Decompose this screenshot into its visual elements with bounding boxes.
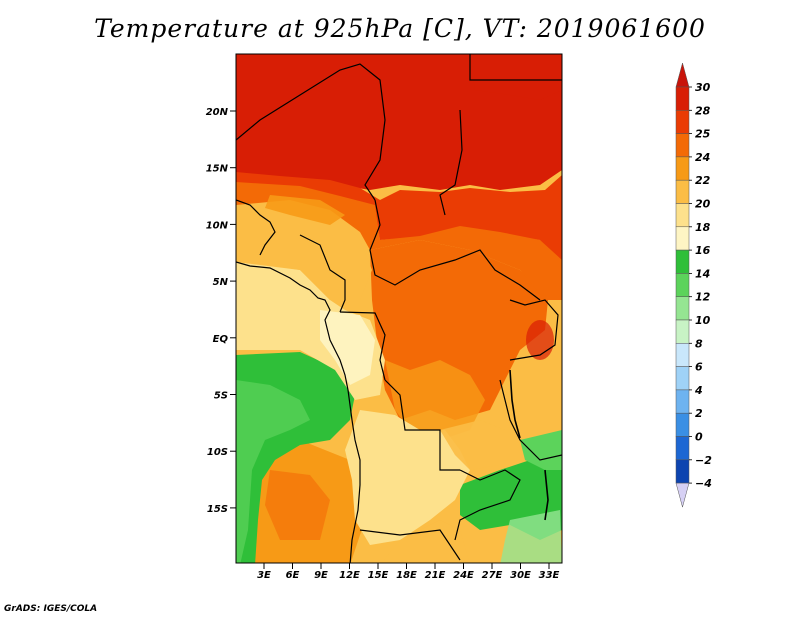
shade-ocean-14 (236, 380, 310, 563)
lat-tick-label: 5S (214, 391, 228, 402)
colorbar-swatch (675, 110, 690, 134)
colorbar-swatch (675, 273, 690, 297)
shade-zambia-22 (381, 520, 470, 563)
shade-band-25 (236, 180, 562, 300)
colorbar-swatch (675, 343, 690, 367)
shade-ne-30 (470, 54, 562, 100)
colorbar-label: 2 (695, 407, 703, 420)
colorbar-swatch (675, 249, 690, 274)
shade-lake-spot (526, 320, 554, 360)
plot-title: Temperature at 925hPa [C], VT: 201906160… (94, 14, 706, 43)
lat-tick-label: 5N (213, 277, 229, 288)
lon-tick-label: 33E (539, 570, 560, 581)
colorbar-swatch (675, 412, 690, 437)
shade-gabon-18 (320, 310, 375, 385)
border-drc-west (384, 379, 460, 471)
coastline (236, 261, 361, 563)
lat-tick-label: 15S (207, 504, 228, 515)
colorbar-bottom-cap (675, 482, 690, 509)
colorbar-swatch (675, 179, 690, 204)
colorbar-label: 0 (695, 431, 703, 444)
colorbar-label: 8 (695, 337, 703, 350)
lon-tick-label: 9E (314, 570, 328, 581)
lat-tick-label: 10S (207, 447, 228, 458)
colorbar-swatch (675, 366, 690, 391)
border-sahel (236, 63, 386, 201)
border-uganda (509, 299, 559, 361)
longitude-axis: 3E 6E 9E 12E 15E 18E 21E 24E 27E 30E 33E (257, 563, 560, 581)
border-car (369, 199, 541, 301)
grads-credit: GrADS: IGES/COLA (4, 604, 98, 614)
borders (236, 54, 562, 563)
lon-tick-label: 18E (396, 570, 417, 581)
latitude-axis: 20N 15N 10N 5N EQ 5S 10S 15S (206, 107, 236, 515)
colorbar-label: 18 (695, 221, 711, 234)
colorbar-swatch (675, 203, 690, 228)
lon-tick-label: 12E (339, 570, 360, 581)
border-angola-south (359, 529, 461, 561)
shade-sw-25 (265, 470, 330, 540)
lat-tick-label: 10N (206, 220, 229, 231)
shade-basin-24 (385, 360, 485, 440)
colorbar-label: 6 (695, 361, 703, 374)
border-lake-tanganyika (509, 369, 521, 439)
colorbar-swatch (675, 459, 690, 484)
colorbar-top-cap (675, 62, 690, 88)
colorbar-swatch (675, 156, 690, 181)
colorbar-label: 14 (695, 267, 710, 280)
border-lake-malawi (544, 469, 549, 521)
colorbar-label: 16 (695, 244, 711, 257)
border-zambia (454, 469, 521, 541)
map-frame (235, 53, 563, 564)
shade-angola-22 (440, 420, 520, 470)
border-cameroon (299, 234, 346, 313)
colorbar-swatch (675, 133, 690, 158)
lat-tick-label: EQ (213, 334, 229, 345)
lon-tick-label: 27E (482, 570, 503, 581)
colorbar-label: 28 (695, 104, 711, 117)
colorbar-swatch (675, 296, 690, 321)
border-tanzania (499, 379, 562, 461)
shade-band-24 (265, 195, 345, 225)
colorbar-label: 12 (695, 291, 711, 304)
colorbar-label: 24 (695, 151, 710, 164)
border-ne-sudan (469, 54, 562, 81)
colorbar-swatch (675, 436, 690, 461)
lon-tick-label: 21E (425, 570, 446, 581)
shade-north-28 (236, 172, 562, 260)
colorbar-label: 10 (695, 314, 711, 327)
colorbar-label: 22 (695, 174, 711, 187)
lon-tick-label: 24E (453, 570, 474, 581)
shade-east-14 (520, 430, 562, 470)
colorbar-swatch (675, 226, 690, 251)
shade-east-12 (500, 510, 562, 563)
lon-tick-label: 15E (368, 570, 389, 581)
border-nw (236, 199, 276, 256)
lon-tick-label: 30E (510, 570, 531, 581)
temperature-field (236, 54, 562, 563)
lat-tick-label: 20N (206, 107, 229, 118)
colorbar-label: 30 (695, 81, 711, 94)
colorbar-label: 25 (695, 128, 711, 141)
lon-tick-label: 3E (257, 570, 271, 581)
border-chad-sudan (439, 109, 463, 216)
colorbar-label: −2 (695, 454, 712, 467)
colorbar-label: −4 (695, 477, 712, 490)
lat-tick-label: 15N (206, 164, 229, 175)
colorbar-swatch (675, 86, 690, 111)
colorbar-label: 4 (694, 384, 703, 397)
lon-tick-label: 6E (286, 570, 300, 581)
colorbar-swatch (675, 319, 690, 344)
shade-angola-20 (345, 410, 470, 545)
colorbar-label: 20 (695, 198, 711, 211)
border-gabon-congo (339, 311, 386, 381)
colorbar-swatch (675, 389, 690, 414)
